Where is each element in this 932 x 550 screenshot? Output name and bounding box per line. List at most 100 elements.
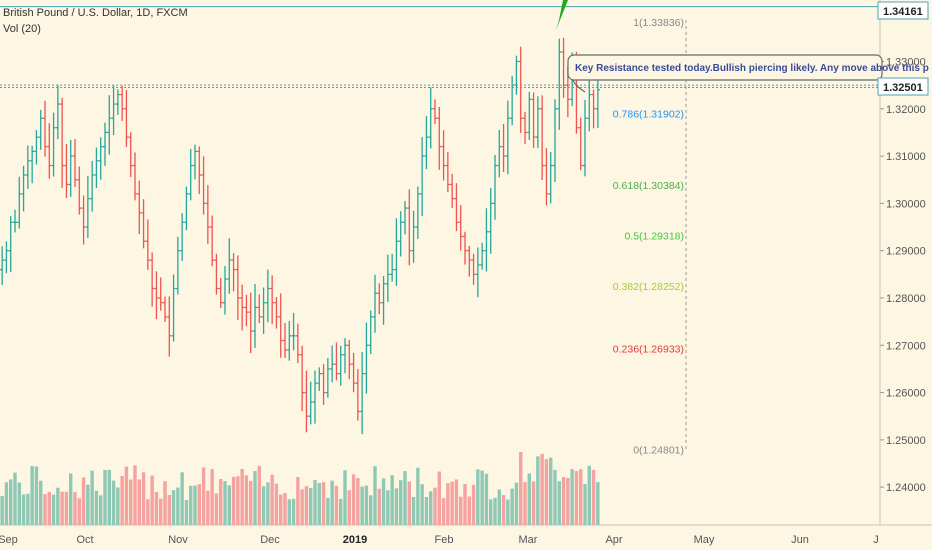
fibonacci-level-label: 0.618(1.30384) xyxy=(613,180,684,192)
volume-bar xyxy=(407,481,411,525)
annotation-callout[interactable]: Key Resistance tested today.Bullish pier… xyxy=(567,54,929,93)
price-axis-label: 1.26000 xyxy=(886,388,926,400)
volume-bar xyxy=(587,465,591,525)
volume-bar xyxy=(454,479,459,525)
volume-bar xyxy=(240,468,244,525)
volume-bar xyxy=(463,483,467,525)
horizontal-levels xyxy=(0,6,880,88)
volume-bar xyxy=(531,481,536,525)
volume-bar xyxy=(501,494,506,525)
volume-bar xyxy=(133,465,137,525)
volume-bar xyxy=(579,469,583,525)
volume-bar xyxy=(73,492,77,525)
volume-indicator-label: Vol (20) xyxy=(3,23,41,35)
volume-bar xyxy=(411,496,416,525)
current-price-tag-box xyxy=(877,77,929,96)
volume-bar xyxy=(17,482,21,525)
time-axis-label: Oct xyxy=(76,534,93,546)
volume-bar xyxy=(30,466,34,525)
volume-bar xyxy=(416,467,420,525)
upper-price-tag-box xyxy=(877,1,929,20)
volume-bar xyxy=(171,490,176,525)
time-axis-label: 2019 xyxy=(343,534,367,546)
volume-bar xyxy=(81,477,86,525)
volume-bar xyxy=(420,484,424,525)
volume-bar xyxy=(184,499,189,525)
volume-bar xyxy=(107,469,111,525)
current-price-tag: 1.32501 xyxy=(883,82,923,94)
volume-bar xyxy=(514,482,519,525)
volume-bar xyxy=(446,483,450,525)
volume-bar xyxy=(330,480,334,525)
volume-bar xyxy=(34,466,39,525)
volume-bar xyxy=(557,481,561,525)
annotation-box xyxy=(567,54,883,81)
volume-bar xyxy=(146,499,150,525)
volume-bar xyxy=(424,496,429,525)
volume-bar xyxy=(150,475,154,525)
volume-bar xyxy=(227,485,231,525)
volume-bar xyxy=(561,477,566,525)
volume-bar xyxy=(433,487,437,525)
volume-bar xyxy=(261,486,266,525)
volume-bar xyxy=(403,471,407,525)
price-axis-label: 1.24000 xyxy=(886,482,926,494)
volume-bar xyxy=(300,489,304,525)
volume-bar xyxy=(99,495,103,525)
volume-bar xyxy=(223,481,227,525)
volume-bar xyxy=(583,483,587,525)
volume-bar xyxy=(506,499,510,525)
volume-bar xyxy=(111,480,116,525)
volume-bar xyxy=(124,466,129,525)
volume-bar xyxy=(347,490,351,525)
volume-bar xyxy=(527,473,531,525)
volume-bar xyxy=(321,482,326,525)
volume-bar xyxy=(351,474,356,525)
time-axis-label: Mar xyxy=(519,534,538,546)
price-axis-label: 1.31000 xyxy=(886,151,926,163)
fibonacci-level-label: 1(1.33836) xyxy=(633,17,684,29)
volume-bar xyxy=(283,492,287,525)
volume-bar xyxy=(86,484,90,525)
volume-bar xyxy=(249,480,253,525)
volume-bar xyxy=(544,459,549,525)
time-axis-label: Nov xyxy=(168,534,188,546)
volume-bar xyxy=(116,487,120,525)
volume-bar xyxy=(214,493,219,525)
volume-bar xyxy=(154,491,159,525)
volume-bar xyxy=(60,491,64,525)
price-axis-label: 1.33000 xyxy=(886,56,926,68)
volume-bar xyxy=(206,490,210,525)
volume-bar xyxy=(0,495,4,525)
volume-bar xyxy=(536,456,540,525)
volume-bar xyxy=(377,488,381,525)
volume-bar xyxy=(39,480,43,525)
volume-bar xyxy=(51,494,56,525)
volume-bar xyxy=(141,472,146,525)
volume-bar xyxy=(163,481,167,525)
volume-bar xyxy=(189,485,193,525)
volume-bar xyxy=(137,479,141,525)
volume-bar xyxy=(480,470,484,525)
volume-bar xyxy=(253,470,257,525)
symbol-title: British Pound / U.S. Dollar, 1D, FXCM xyxy=(3,7,188,19)
volume-bar xyxy=(56,487,60,525)
volume-bars xyxy=(0,451,600,525)
volume-bar xyxy=(523,482,527,525)
volume-bar xyxy=(339,498,343,525)
volume-bar xyxy=(309,487,313,525)
volume-bar xyxy=(519,451,523,525)
volume-bar xyxy=(553,469,557,525)
volume-bar xyxy=(394,488,399,525)
volume-bar xyxy=(373,466,377,525)
upper-price-tag: 1.34161 xyxy=(883,6,923,18)
volume-bar xyxy=(381,478,386,525)
volume-bar xyxy=(596,482,600,525)
volume-bar xyxy=(570,469,574,525)
volume-bar xyxy=(270,474,274,525)
volume-bar xyxy=(390,475,394,525)
volume-bar xyxy=(450,481,454,525)
volume-bar xyxy=(313,480,317,525)
volume-bar xyxy=(510,488,514,525)
